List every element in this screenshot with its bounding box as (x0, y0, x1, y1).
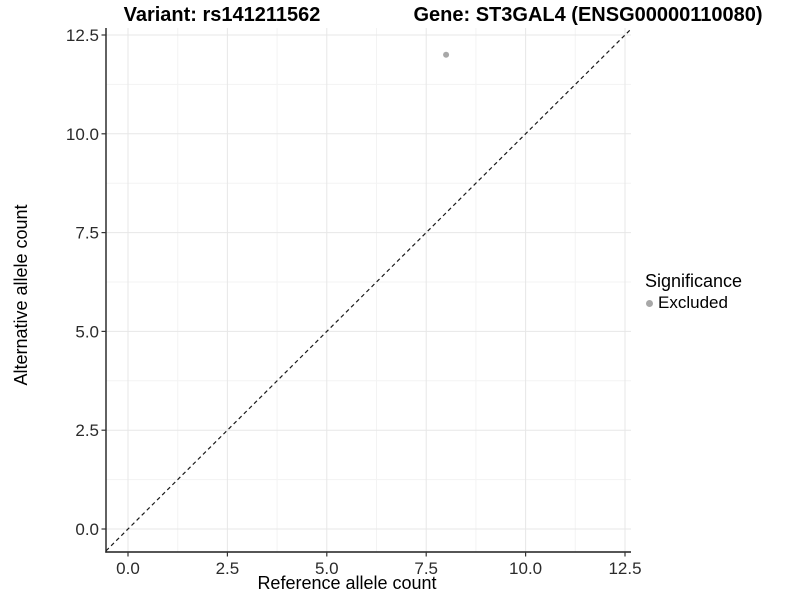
legend-item-excluded: Excluded (646, 293, 742, 313)
data-point (443, 51, 450, 58)
plot-title-variant: Variant: rs141211562 (124, 4, 321, 26)
y-tick-label: 12.5 (66, 26, 99, 45)
legend-item-label: Excluded (658, 293, 728, 312)
plot-title-gene: Gene: ST3GAL4 (ENSG00000110080) (413, 4, 762, 26)
x-axis-title: Reference allele count (257, 573, 436, 593)
y-tick-label: 0.0 (75, 520, 99, 539)
legend-title: Significance (645, 271, 743, 291)
identity-reference-line (105, 28, 632, 552)
x-tick-label: 12.5 (608, 559, 641, 578)
y-tick-label: 2.5 (75, 421, 99, 440)
y-tick-label: 5.0 (75, 322, 99, 341)
y-tick-label: 7.5 (75, 224, 99, 243)
x-tick-label: 10.0 (509, 559, 542, 578)
y-axis-title: Alternative allele count (11, 204, 31, 385)
excluded-marker-icon (646, 299, 653, 307)
y-tick-label: 10.0 (66, 125, 99, 144)
plot-panel: 0.0 2.5 5.0 7.5 10.0 12.5 0.0 2.5 5.0 7.5 10.0 12.5 (66, 26, 642, 578)
x-tick-label: 2.5 (216, 559, 240, 578)
x-tick-label: 5.0 (315, 559, 339, 578)
x-tick-label: 0.0 (116, 559, 140, 578)
legend: Significance Excluded (645, 271, 742, 313)
x-tick-label: 7.5 (414, 559, 438, 578)
